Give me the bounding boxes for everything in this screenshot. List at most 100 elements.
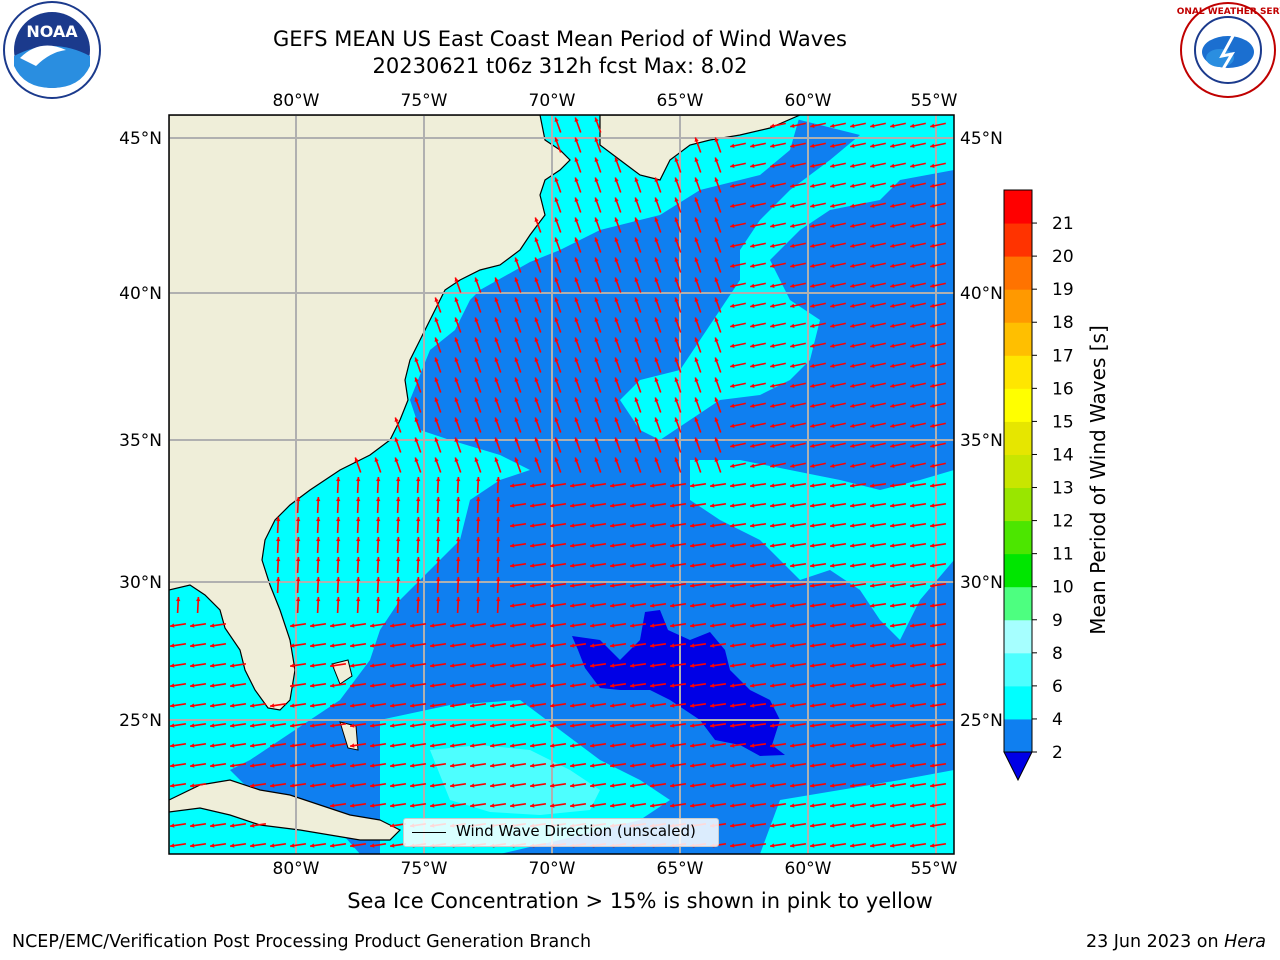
wave-direction-arrowhead [890,823,895,828]
colorbar-tick-labels: 2 4 6 8 9 10 11 12 13 14 15 16 17 18 19 20 21 [1032,214,1074,763]
wave-direction-arrowhead [890,623,895,628]
wave-direction-arrowhead [270,743,275,748]
wave-direction-arrowhead [694,237,699,242]
wave-direction-arrowhead [416,477,421,482]
wave-direction-arrowhead [434,437,439,442]
wave-direction-arrowhead [210,823,215,828]
wave-direction-arrowhead [430,723,435,728]
wave-direction-arrowhead [730,243,735,248]
nws-logo: NATIONAL WEATHER SERVICE [1176,2,1280,98]
wave-direction-arrowhead [790,563,795,568]
wave-direction-arrowhead [376,537,381,542]
wave-direction-arrowhead [674,437,679,442]
wave-direction-arrowhead [910,143,915,148]
wave-direction-arrowhead [710,543,715,548]
wave-direction-arrowhead [370,723,375,728]
wave-direction-arrowhead [674,297,679,302]
wave-direction-arrowhead [830,283,835,288]
wave-direction-arrowhead [890,223,895,228]
wave-direction-arrowhead [574,157,579,162]
wave-direction-arrowhead [810,523,815,528]
wave-direction-arrowhead [350,703,355,708]
wave-direction-arrowhead [890,463,895,468]
wave-direction-arrowhead [494,317,499,322]
wave-direction-arrowhead [710,723,715,728]
wave-direction-arrowhead [790,183,795,188]
wave-direction-arrowhead [850,603,855,608]
wave-direction-arrowhead [454,277,459,282]
wave-direction-arrowhead [890,643,895,648]
wave-direction-arrowhead [530,703,535,708]
wave-direction-arrowhead [890,403,895,408]
wave-direction-arrowhead [830,323,835,328]
y-tick-label: 35°N [119,431,162,451]
wave-direction-arrowhead [870,603,875,608]
wave-direction-arrowhead [654,217,659,222]
wave-direction-arrowhead [910,683,915,688]
wave-direction-arrowhead [490,663,495,668]
wave-direction-arrowhead [790,843,795,848]
wave-direction-arrowhead [350,763,355,768]
wave-direction-arrowhead [710,603,715,608]
wave-direction-arrowhead [670,663,675,668]
wave-direction-arrowhead [870,803,875,808]
wave-direction-arrowhead [714,417,719,422]
wave-direction-arrowhead [530,523,535,528]
wave-direction-arrowhead [690,663,695,668]
wave-direction-arrowhead [890,183,895,188]
wave-direction-arrowhead [414,397,419,402]
wave-direction-arrowhead [830,383,835,388]
wave-direction-arrowhead [450,683,455,688]
wave-direction-arrowhead [930,663,935,668]
wave-direction-arrowhead [530,603,535,608]
wave-direction-arrowhead [510,643,515,648]
wave-direction-arrowhead [714,217,719,222]
wave-direction-arrowhead [530,803,535,808]
wave-direction-arrowhead [630,783,635,788]
wave-direction-arrowhead [850,423,855,428]
wave-direction-arrowhead [674,457,679,462]
wave-direction-arrowhead [870,543,875,548]
footer-organization: NCEP/EMC/Verification Post Processing Pr… [12,932,592,952]
wave-direction-arrowhead [190,843,195,848]
wave-direction-arrowhead [614,397,619,402]
wave-direction-arrowhead [910,423,915,428]
wave-direction-arrowhead [790,203,795,208]
wave-direction-arrowhead [670,803,675,808]
wave-direction-arrowhead [354,457,359,462]
wave-direction-arrowhead [750,543,755,548]
wave-direction-arrowhead [670,543,675,548]
wave-direction-arrowhead [590,623,595,628]
wave-direction-arrowhead [454,437,459,442]
wave-direction-arrowhead [650,563,655,568]
nws-logo-text: NATIONAL WEATHER SERVICE [1176,7,1280,17]
wave-direction-arrowhead [514,397,519,402]
wave-direction-arrowhead [850,343,855,348]
wave-direction-arrowhead [930,323,935,328]
wave-direction-arrowhead [610,703,615,708]
wave-direction-arrowhead [730,843,735,848]
wave-direction-arrowhead [370,703,375,708]
wave-direction-arrowhead [930,183,935,188]
wave-direction-arrowhead [910,303,915,308]
wave-direction-arrowhead [410,703,415,708]
wave-direction-arrowhead [750,763,755,768]
wave-direction-arrowhead [510,743,515,748]
wave-direction-arrowhead [550,523,555,528]
ocean-4-6s-region-2 [620,115,954,440]
wave-direction-arrowhead [810,803,815,808]
wave-direction-arrowhead [250,723,255,728]
wave-direction-arrowhead [910,843,915,848]
wave-direction-arrowhead [630,583,635,588]
wave-direction-arrowhead [930,523,935,528]
colorbar-tick-label: 16 [1052,379,1074,399]
wave-direction-arrowhead [730,643,735,648]
wave-direction-arrowhead [790,723,795,728]
wave-direction-arrowhead [550,563,555,568]
x-axis-bottom: 80°W 75°W 70°W 65°W 60°W 55°W [273,859,958,879]
wave-direction-arrowhead [790,803,795,808]
wave-direction-arrowhead [594,377,599,382]
wave-direction-arrowhead [770,183,775,188]
wave-direction-arrowhead [336,557,341,562]
wave-direction-arrowhead [474,397,479,402]
